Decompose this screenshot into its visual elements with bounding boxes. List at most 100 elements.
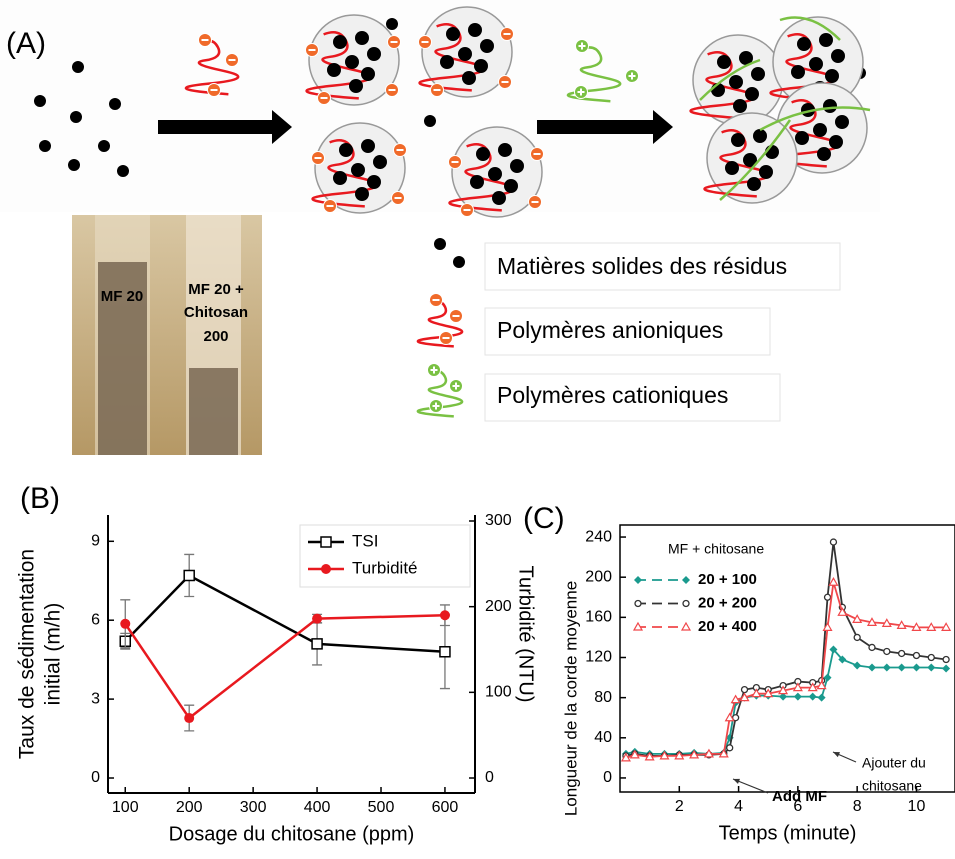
photo-label: 200: [203, 328, 228, 345]
annotation-arrowhead: [733, 779, 740, 784]
solid-particle: [333, 171, 347, 185]
photo-label: Chitosan: [184, 304, 248, 321]
y-tick-label: 40: [594, 729, 612, 746]
solid-particle: [731, 133, 745, 147]
x-tick-label: 600: [432, 799, 459, 816]
y-axis-label: Longueur de la corde moyenne: [561, 581, 580, 816]
figure: (A) MF 20 MF 20 + Chitosan 200 Matières …: [0, 0, 955, 859]
y-tick-label: 6: [91, 611, 100, 628]
annotation: Add MF: [772, 788, 827, 805]
solid-particle: [474, 59, 488, 73]
legend-label: Turbidité: [352, 558, 418, 577]
x-tick-label: 100: [112, 799, 139, 816]
panel-label: (B): [20, 482, 60, 515]
data-point: [927, 664, 935, 672]
charts: (B)10020030040050060003690100200300Dosag…: [16, 482, 955, 845]
legend-marker: [321, 564, 331, 574]
solid-particle: [831, 49, 845, 63]
y-axis-label: initial (m/h): [42, 603, 65, 706]
data-point: [809, 693, 817, 701]
x-tick-label: 2: [675, 798, 684, 815]
solid-particle: [440, 55, 454, 69]
y-tick-label: 9: [91, 533, 100, 550]
data-point: [742, 687, 748, 693]
solid-particle: [809, 57, 823, 71]
y2-axis-label: Turbidité (NTU): [515, 565, 537, 702]
data-point: [884, 648, 890, 654]
solid-particle: [751, 67, 765, 81]
data-point: [942, 665, 950, 673]
data-point: [898, 664, 906, 672]
legend-text: Polymères cationiques: [497, 382, 728, 408]
solid-particle: [747, 177, 761, 191]
solid-particle: [361, 139, 375, 153]
solid-particle: [725, 161, 739, 175]
y-tick-label: 3: [91, 690, 100, 707]
solid-particle: [797, 37, 811, 51]
solid-particle: [504, 179, 518, 193]
solid-particle: [468, 23, 482, 37]
y-tick-label: 0: [603, 769, 612, 786]
legend-text: Matières solides des résidus: [497, 253, 787, 279]
photo-label: MF 20: [101, 288, 144, 305]
solid-particle: [339, 143, 353, 157]
sediment: [189, 368, 238, 455]
series-line: [626, 542, 946, 756]
legend-marker: [634, 576, 642, 584]
solid-particle: [68, 159, 80, 171]
x-tick-label: 500: [368, 799, 395, 816]
x-axis-label: Dosage du chitosane (ppm): [169, 823, 415, 845]
solid-particle: [70, 111, 82, 123]
legend-box: [300, 525, 470, 587]
data-point: [854, 634, 860, 640]
solid-particle: [462, 71, 476, 85]
solid-particle: [327, 63, 341, 77]
chart: (B)10020030040050060003690100200300Dosag…: [16, 482, 537, 845]
data-point: [853, 662, 861, 670]
data-point: [727, 745, 733, 751]
y-tick-label: 240: [585, 528, 612, 545]
legend-label: 20 + 400: [698, 618, 757, 635]
solid-particle: [355, 187, 369, 201]
annotation: Ajouter du: [862, 755, 926, 771]
data-point: [943, 657, 949, 663]
legend-label: 20 + 100: [698, 571, 757, 588]
solid-particle: [386, 18, 398, 30]
solid-particle: [72, 61, 84, 73]
solid-particle: [470, 175, 484, 189]
solid-particle: [333, 35, 347, 49]
solid-particle: [829, 135, 843, 149]
solid-particle: [817, 147, 831, 161]
legend-marker: [682, 623, 690, 630]
data-point: [829, 578, 837, 585]
solid-particle: [373, 155, 387, 169]
solid-particle: [361, 67, 375, 81]
solid-particle: [476, 147, 490, 161]
photo-label: MF 20 +: [188, 281, 244, 298]
series-line: [626, 649, 946, 753]
y2-tick-label: 200: [485, 598, 512, 615]
solid-particle: [791, 65, 805, 79]
solid-particle: [492, 191, 506, 205]
x-axis-label: Temps (minute): [719, 822, 857, 844]
solid-particle: [823, 99, 837, 113]
solid-particle: [480, 39, 494, 53]
solid-particle: [729, 75, 743, 89]
solid-particle: [367, 47, 381, 61]
solid-particle: [434, 238, 446, 250]
solid-particle: [753, 129, 767, 143]
solid-particle: [498, 143, 512, 157]
solid-particle: [717, 55, 731, 69]
solid-particle: [446, 27, 460, 41]
y2-tick-label: 0: [485, 769, 494, 786]
solid-particle: [349, 79, 363, 93]
data-point: [883, 664, 891, 672]
annotation: chitosane: [862, 778, 922, 794]
y-tick-label: 200: [585, 568, 612, 585]
data-point: [899, 650, 905, 656]
solid-particle: [488, 167, 502, 181]
solid-particle: [733, 99, 747, 113]
data-point: [184, 713, 194, 723]
solid-particle: [367, 175, 381, 189]
